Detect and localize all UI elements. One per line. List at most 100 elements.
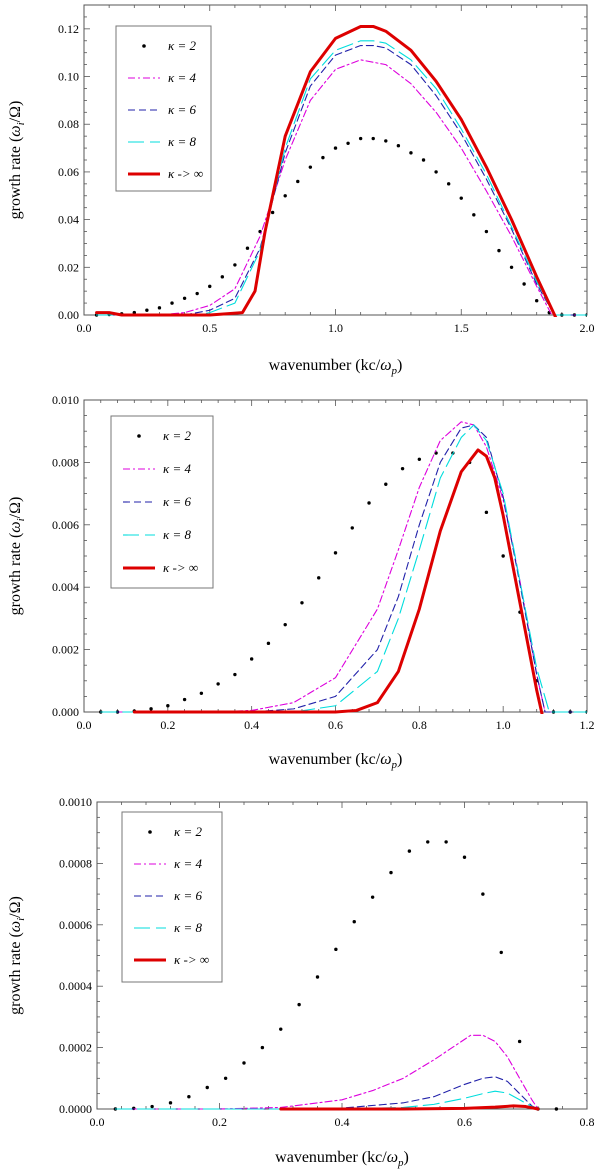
x-tick-label: 0.2 bbox=[212, 1115, 227, 1129]
data-point bbox=[166, 704, 170, 708]
data-point bbox=[334, 947, 338, 952]
legend-label: κ = 8 bbox=[174, 920, 203, 935]
data-point bbox=[407, 849, 412, 853]
legend-label: κ -> ∞ bbox=[174, 952, 209, 967]
data-point bbox=[283, 622, 287, 627]
data-point bbox=[333, 551, 338, 555]
data-point bbox=[242, 1061, 246, 1065]
plot-area bbox=[94, 24, 587, 317]
data-point bbox=[182, 697, 187, 702]
data-point bbox=[145, 308, 149, 312]
legend-swatch-dots bbox=[142, 44, 146, 48]
data-point bbox=[208, 284, 212, 289]
series-longdash-line bbox=[96, 40, 587, 316]
data-point bbox=[484, 510, 489, 515]
legend: κ = 2 κ = 4 κ = 6 κ = 8 κ -> ∞ bbox=[121, 811, 223, 983]
y-tick-label: 0.0000 bbox=[59, 1102, 92, 1116]
x-tick-label: 0.8 bbox=[412, 718, 427, 732]
x-axis-label: wavenumber (kc/ωp) bbox=[269, 357, 403, 377]
legend-label: κ = 2 bbox=[163, 428, 192, 443]
data-point bbox=[150, 1104, 154, 1109]
data-point bbox=[481, 892, 485, 896]
legend-label: κ = 4 bbox=[174, 856, 203, 871]
series-dashdot-line bbox=[96, 59, 587, 316]
legend-label: κ = 4 bbox=[168, 70, 197, 85]
legend-label: κ = 2 bbox=[174, 824, 203, 839]
data-point bbox=[157, 306, 162, 310]
data-point bbox=[132, 310, 136, 315]
data-point bbox=[315, 975, 320, 979]
series-solid-line bbox=[132, 448, 544, 714]
legend-label: κ -> ∞ bbox=[168, 166, 203, 181]
x-tick-label: 0.4 bbox=[244, 718, 259, 732]
y-tick-label: 0.0010 bbox=[59, 795, 92, 809]
data-point bbox=[168, 1101, 173, 1105]
y-tick-label: 0.0008 bbox=[59, 856, 92, 870]
series-dashed-line bbox=[100, 424, 587, 713]
data-point bbox=[220, 275, 225, 279]
data-point bbox=[426, 840, 430, 844]
x-axis-label: wavenumber (kc/ωp) bbox=[275, 1149, 409, 1169]
data-point bbox=[283, 194, 287, 198]
data-point bbox=[350, 526, 354, 530]
x-tick-label: 1.5 bbox=[454, 321, 469, 335]
data-point bbox=[522, 282, 526, 286]
data-point bbox=[371, 136, 375, 141]
y-tick-label: 0.10 bbox=[58, 70, 79, 84]
data-point bbox=[409, 151, 413, 155]
data-point bbox=[444, 840, 448, 844]
y-tick-label: 0.12 bbox=[58, 22, 79, 36]
data-point bbox=[170, 301, 174, 305]
data-point bbox=[417, 457, 422, 461]
data-point bbox=[384, 482, 388, 486]
data-point bbox=[205, 1085, 209, 1090]
x-tick-label: 0.2 bbox=[160, 718, 175, 732]
legend-label: κ = 6 bbox=[168, 102, 197, 117]
data-point bbox=[400, 466, 405, 471]
legend: κ = 2 κ = 4 κ = 6 κ = 8 κ -> ∞ bbox=[115, 25, 212, 192]
legend: κ = 2 κ = 4 κ = 6 κ = 8 κ -> ∞ bbox=[110, 415, 214, 589]
series-solid-line bbox=[95, 24, 558, 317]
series-dots bbox=[113, 840, 559, 1111]
y-tick-label: 0.0006 bbox=[59, 918, 92, 932]
data-point bbox=[333, 146, 338, 150]
plot-area bbox=[99, 421, 587, 714]
y-axis-label: growth rate (ωi/Ω) bbox=[7, 101, 27, 220]
series-dots bbox=[94, 136, 587, 317]
series-solid-line bbox=[279, 1104, 540, 1111]
data-point bbox=[296, 179, 300, 184]
y-tick-label: 0.06 bbox=[58, 165, 79, 179]
x-tick-label: 0.8 bbox=[580, 1115, 595, 1129]
legend-swatch-dots bbox=[137, 434, 141, 438]
data-point bbox=[270, 210, 275, 215]
data-point bbox=[249, 657, 254, 661]
legend-label: κ = 8 bbox=[168, 134, 197, 149]
data-point bbox=[434, 170, 438, 174]
data-point bbox=[384, 139, 388, 143]
y-tick-label: 0.00 bbox=[58, 308, 79, 322]
series-dots bbox=[99, 451, 587, 714]
data-point bbox=[396, 143, 401, 148]
data-point bbox=[308, 165, 313, 169]
data-point bbox=[187, 1095, 191, 1099]
chart-panel-1: 0.0 0.5 1.0 1.5 2.0 0.00 0.02 0.04 0.06 0.08 0.10 0… bbox=[7, 4, 595, 377]
data-point bbox=[195, 291, 199, 296]
data-point bbox=[370, 895, 375, 899]
x-tick-label: 1.0 bbox=[496, 718, 511, 732]
y-tick-label: 0.02 bbox=[58, 260, 79, 274]
data-point bbox=[317, 576, 321, 580]
legend-label: κ = 8 bbox=[163, 527, 192, 542]
data-point bbox=[484, 229, 489, 234]
legend-label: κ = 4 bbox=[163, 461, 192, 476]
legend-label: κ = 6 bbox=[174, 888, 203, 903]
data-point bbox=[459, 196, 463, 200]
y-tick-label: 0.004 bbox=[52, 580, 79, 594]
x-tick-label: 0.6 bbox=[457, 1115, 472, 1129]
data-point bbox=[499, 950, 503, 955]
y-tick-label: 0.010 bbox=[52, 393, 79, 407]
data-point bbox=[421, 158, 426, 162]
series-dashdot-line bbox=[114, 1034, 539, 1110]
data-point bbox=[297, 1002, 301, 1007]
x-tick-label: 0.0 bbox=[77, 321, 92, 335]
